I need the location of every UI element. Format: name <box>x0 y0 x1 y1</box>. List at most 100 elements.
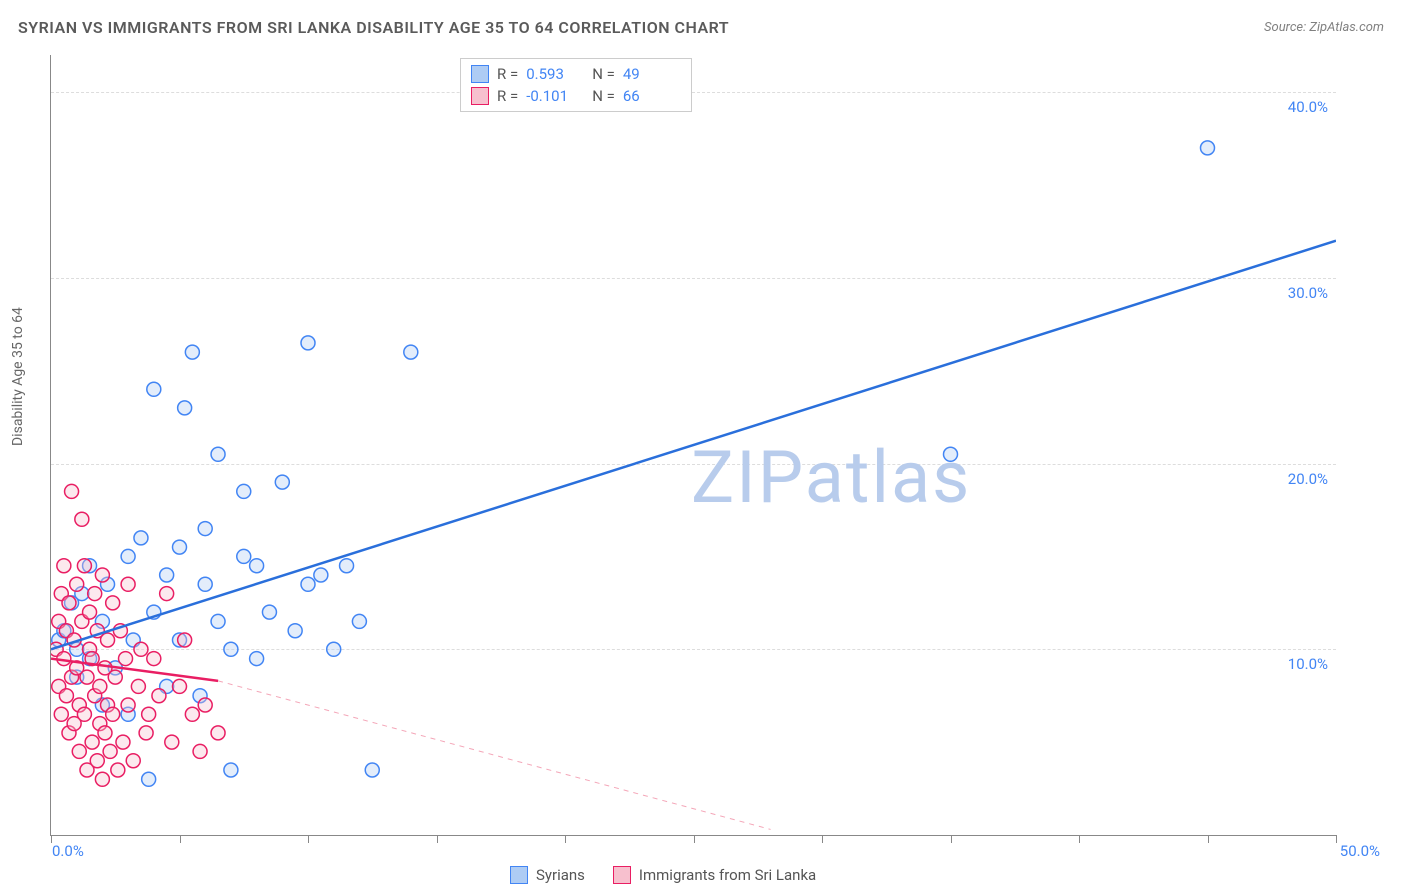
data-point <box>142 707 156 721</box>
data-point <box>152 689 166 703</box>
data-point <box>72 744 86 758</box>
data-point <box>211 447 225 461</box>
series-legend-item: Immigrants from Sri Lanka <box>613 866 816 884</box>
series-legend-label: Immigrants from Sri Lanka <box>639 866 816 884</box>
data-point <box>54 707 68 721</box>
x-tick <box>437 835 438 843</box>
data-point <box>944 447 958 461</box>
data-point <box>173 679 187 693</box>
data-point <box>211 726 225 740</box>
data-point <box>224 642 238 656</box>
data-point <box>365 763 379 777</box>
y-axis-label: Disability Age 35 to 64 <box>10 307 26 446</box>
legend-swatch <box>613 866 631 884</box>
data-point <box>237 549 251 563</box>
x-tick <box>822 835 823 843</box>
data-point <box>59 689 73 703</box>
data-point <box>178 401 192 415</box>
data-point <box>121 549 135 563</box>
x-tick-label-max: 50.0% <box>1340 842 1380 860</box>
data-point <box>101 633 115 647</box>
data-point <box>198 577 212 591</box>
data-point <box>121 577 135 591</box>
x-tick <box>1336 835 1337 843</box>
data-point <box>193 744 207 758</box>
data-point <box>250 652 264 666</box>
data-point <box>139 726 153 740</box>
data-point <box>173 540 187 554</box>
data-point <box>1201 141 1215 155</box>
data-point <box>185 345 199 359</box>
data-point <box>134 531 148 545</box>
data-point <box>165 735 179 749</box>
data-point <box>93 679 107 693</box>
data-point <box>185 707 199 721</box>
x-tick-label-min: 0.0% <box>52 842 84 860</box>
data-point <box>106 707 120 721</box>
data-point <box>77 559 91 573</box>
data-point <box>352 614 366 628</box>
data-point <box>95 568 109 582</box>
trend-line-extrapolated <box>218 681 771 830</box>
data-point <box>147 382 161 396</box>
x-tick <box>1079 835 1080 843</box>
data-point <box>131 679 145 693</box>
x-tick <box>951 835 952 843</box>
data-point <box>211 614 225 628</box>
data-point <box>103 744 117 758</box>
data-point <box>301 577 315 591</box>
data-point <box>198 698 212 712</box>
data-point <box>275 475 289 489</box>
data-point <box>404 345 418 359</box>
chart-plot-area: ZIPatlas 10.0%20.0%30.0%40.0% <box>50 55 1336 836</box>
data-point <box>62 596 76 610</box>
data-point <box>85 735 99 749</box>
data-point <box>106 596 120 610</box>
data-point <box>80 670 94 684</box>
x-tick <box>308 835 309 843</box>
data-point <box>77 707 91 721</box>
data-point <box>198 522 212 536</box>
source-attribution: Source: ZipAtlas.com <box>1264 20 1384 35</box>
data-point <box>327 642 341 656</box>
data-point <box>224 763 238 777</box>
data-point <box>98 726 112 740</box>
data-point <box>70 577 84 591</box>
data-point <box>340 559 354 573</box>
data-point <box>121 698 135 712</box>
data-point <box>160 568 174 582</box>
data-point <box>301 336 315 350</box>
data-point <box>116 735 130 749</box>
data-point <box>108 670 122 684</box>
data-point <box>95 772 109 786</box>
data-point <box>160 587 174 601</box>
data-point <box>134 642 148 656</box>
data-point <box>147 652 161 666</box>
chart-title: SYRIAN VS IMMIGRANTS FROM SRI LANKA DISA… <box>18 18 729 37</box>
data-point <box>250 559 264 573</box>
data-point <box>126 754 140 768</box>
data-point <box>88 587 102 601</box>
x-tick <box>1208 835 1209 843</box>
data-point <box>178 633 192 647</box>
data-point <box>237 484 251 498</box>
x-tick <box>180 835 181 843</box>
data-point <box>57 559 71 573</box>
series-legend-item: Syrians <box>510 866 585 884</box>
data-point <box>142 772 156 786</box>
data-point <box>83 605 97 619</box>
data-point <box>75 512 89 526</box>
data-point <box>262 605 276 619</box>
trend-line <box>51 241 1336 650</box>
data-point <box>90 754 104 768</box>
x-tick <box>694 835 695 843</box>
legend-swatch <box>510 866 528 884</box>
scatter-svg <box>51 55 1336 835</box>
series-legend-label: Syrians <box>536 866 585 884</box>
data-point <box>288 624 302 638</box>
series-legend: Syrians Immigrants from Sri Lanka <box>510 866 816 884</box>
x-tick <box>565 835 566 843</box>
data-point <box>314 568 328 582</box>
data-point <box>111 763 125 777</box>
data-point <box>65 484 79 498</box>
